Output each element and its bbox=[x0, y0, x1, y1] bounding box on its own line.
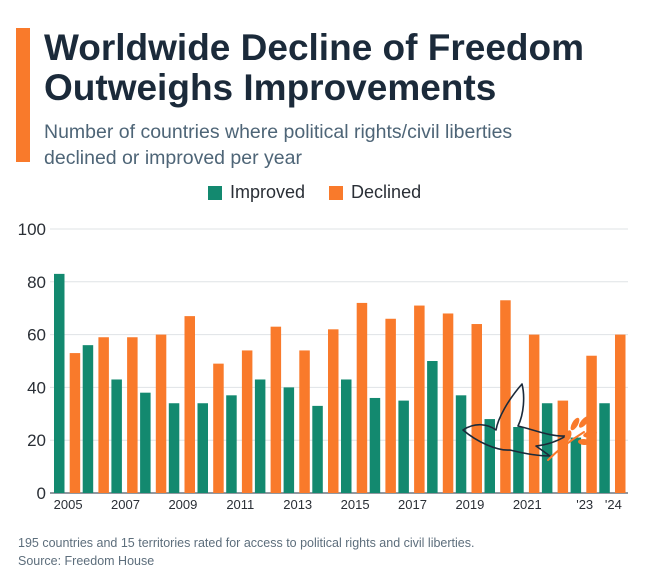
x-tick-label: 2021 bbox=[513, 497, 542, 512]
bar-improved-2017 bbox=[398, 400, 409, 493]
bar-declined-2008 bbox=[155, 334, 167, 493]
footer-source: Source: Freedom House bbox=[18, 554, 155, 568]
bar-declined-2019 bbox=[471, 324, 482, 493]
bars bbox=[54, 273, 626, 493]
x-tick-label: 2011 bbox=[226, 497, 254, 512]
bar-improved-2012 bbox=[254, 379, 266, 493]
x-tick-label: 2009 bbox=[168, 497, 197, 512]
bar-improved-2006 bbox=[82, 345, 94, 493]
legend-item-improved: Improved bbox=[208, 182, 305, 203]
chart-subtitle: Number of countries where political righ… bbox=[44, 119, 634, 171]
y-tick-label: 100 bbox=[18, 220, 46, 239]
bar-declined-2010 bbox=[213, 363, 224, 493]
bar-improved-2007 bbox=[111, 379, 122, 493]
bar-improved-2009 bbox=[168, 403, 180, 493]
bar-declined-2024 bbox=[615, 334, 626, 493]
legend-item-declined: Declined bbox=[329, 182, 421, 203]
footer: 195 countries and 15 territories rated f… bbox=[18, 534, 474, 570]
bar-improved-2011 bbox=[226, 395, 237, 493]
bar-improved-2023 bbox=[570, 437, 582, 493]
x-tick-label: '24 bbox=[605, 497, 622, 512]
chart-subtitle-line-1: Number of countries where political righ… bbox=[44, 121, 513, 143]
bar-improved-2014 bbox=[312, 405, 323, 493]
bar-improved-2005 bbox=[54, 273, 65, 493]
accent-bar bbox=[16, 28, 30, 162]
bar-improved-2016 bbox=[369, 397, 381, 493]
bar-improved-2021 bbox=[513, 427, 524, 493]
bar-improved-2010 bbox=[197, 403, 208, 493]
bar-declined-2014 bbox=[328, 329, 339, 493]
y-tick-label: 0 bbox=[37, 484, 46, 503]
y-tick-label: 80 bbox=[27, 273, 46, 292]
legend-swatch-declined bbox=[329, 185, 344, 200]
x-tick-label: 2019 bbox=[455, 497, 484, 512]
legend-swatch-improved bbox=[208, 185, 222, 200]
x-tick-label: 2013 bbox=[283, 497, 312, 512]
bar-declined-2016 bbox=[385, 318, 396, 493]
x-tick-label: 2005 bbox=[54, 497, 83, 512]
bar-improved-2020 bbox=[484, 419, 495, 493]
bar-declined-2009 bbox=[184, 316, 195, 493]
bar-declined-2021 bbox=[528, 334, 540, 493]
chart-subtitle-line-2: declined or improved per year bbox=[44, 147, 302, 169]
bar-declined-2015 bbox=[356, 302, 368, 493]
bar-declined-2018 bbox=[442, 313, 454, 493]
chart-title-line-1: Worldwide Decline of Freedom bbox=[44, 27, 585, 68]
bar-declined-2007 bbox=[127, 337, 138, 493]
y-tick-label: 40 bbox=[27, 378, 46, 397]
bar-improved-2022 bbox=[541, 403, 553, 493]
bar-declined-2005 bbox=[69, 353, 81, 493]
bar-improved-2019 bbox=[455, 395, 467, 493]
y-tick-label: 60 bbox=[27, 326, 46, 345]
bar-improved-2018 bbox=[427, 361, 438, 493]
bar-improved-2024 bbox=[599, 403, 610, 493]
bar-declined-2020 bbox=[500, 300, 511, 493]
bar-declined-2013 bbox=[299, 350, 310, 493]
bar-declined-2006 bbox=[98, 337, 109, 493]
footer-note: 195 countries and 15 territories rated f… bbox=[18, 536, 475, 550]
bar-declined-2017 bbox=[414, 305, 425, 493]
x-tick-label: 2007 bbox=[111, 497, 140, 512]
bar-improved-2013 bbox=[283, 387, 295, 493]
bar-improved-2015 bbox=[341, 379, 352, 493]
chart-title-line-2: Outweighs Improvements bbox=[44, 67, 497, 108]
bar-chart: 0 20 40 60 80 100 2005 2007 2009 2011 2013 2015 201… bbox=[18, 220, 628, 512]
bar-improved-2008 bbox=[140, 392, 151, 493]
dove-icon bbox=[462, 383, 597, 461]
bar-declined-2023 bbox=[586, 355, 597, 493]
x-tick-label: '23 bbox=[576, 497, 593, 512]
x-tick-label: 2017 bbox=[398, 497, 427, 512]
legend: Improved Declined bbox=[208, 182, 445, 203]
x-axis: 2005 2007 2009 2011 2013 2015 2017 2019 2021 '23 '… bbox=[54, 497, 622, 512]
bar-declined-2011 bbox=[241, 350, 253, 493]
legend-label-improved: Improved bbox=[230, 182, 306, 202]
x-tick-label: 2015 bbox=[341, 497, 370, 512]
chart-title: Worldwide Decline of Freedom Outweighs I… bbox=[44, 28, 634, 108]
legend-label-declined: Declined bbox=[351, 182, 422, 202]
bar-declined-2012 bbox=[270, 326, 282, 493]
y-tick-label: 20 bbox=[27, 431, 46, 450]
